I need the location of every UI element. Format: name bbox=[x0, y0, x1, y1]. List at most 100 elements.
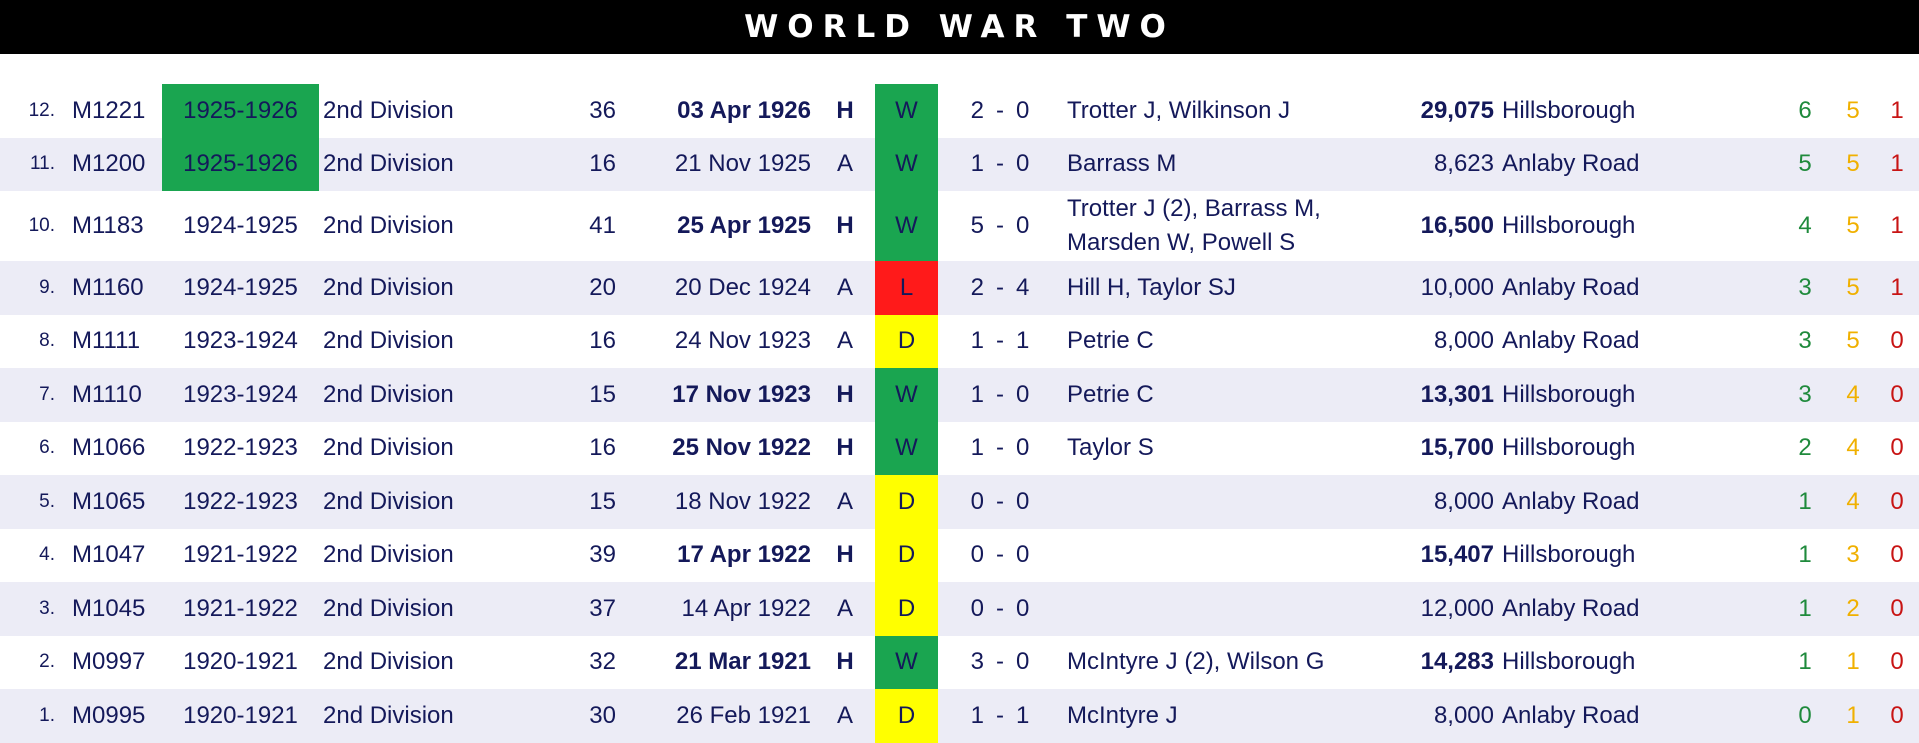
table-row: 8. M1111 1923-1924 2nd Division 16 24 Nov 192… bbox=[0, 314, 1919, 369]
league-position: 37 bbox=[589, 594, 616, 622]
away-goals: 0 bbox=[1016, 541, 1030, 569]
wins-count: 6 bbox=[1798, 96, 1812, 124]
season: 1921-1922 bbox=[183, 541, 298, 569]
venue: Hillsborough bbox=[1502, 212, 1636, 239]
row-number: 9. bbox=[39, 276, 55, 298]
home-goals: 1 bbox=[970, 701, 984, 729]
goal-scorers: Hill H, Taylor SJ bbox=[1067, 273, 1236, 301]
score-separator: - bbox=[996, 327, 1004, 355]
score-separator: - bbox=[996, 648, 1004, 676]
home-goals: 0 bbox=[970, 487, 984, 515]
row-number: 3. bbox=[39, 597, 55, 619]
result-badge: D bbox=[875, 689, 938, 743]
header-banner: WORLD WAR TWO bbox=[0, 0, 1919, 54]
home-away: A bbox=[836, 327, 853, 355]
match-id: M1183 bbox=[72, 212, 144, 239]
score: 1-0 bbox=[960, 368, 1040, 422]
league-position: 41 bbox=[589, 212, 616, 239]
attendance: 15,407 bbox=[1420, 541, 1494, 569]
wins-count: 0 bbox=[1798, 701, 1812, 729]
attendance: 14,283 bbox=[1420, 648, 1494, 676]
venue: Anlaby Road bbox=[1502, 273, 1640, 301]
league-position: 30 bbox=[589, 701, 616, 729]
result-badge: W bbox=[875, 421, 938, 475]
attendance: 12,000 bbox=[1420, 594, 1494, 622]
division: 2nd Division bbox=[323, 96, 454, 124]
draws-count: 5 bbox=[1846, 327, 1860, 355]
away-goals: 0 bbox=[1016, 434, 1030, 462]
home-away: A bbox=[836, 150, 853, 178]
match-id: M1111 bbox=[72, 327, 141, 355]
attendance: 8,000 bbox=[1433, 701, 1494, 729]
division: 2nd Division bbox=[323, 380, 454, 408]
score: 1-1 bbox=[960, 315, 1040, 369]
table-row: 6. M1066 1922-1923 2nd Division 16 25 Nov 192… bbox=[0, 421, 1919, 475]
draws-count: 4 bbox=[1846, 434, 1860, 462]
home-away: H bbox=[836, 434, 854, 462]
row-number: 6. bbox=[39, 437, 55, 459]
losses-count: 0 bbox=[1890, 594, 1904, 622]
score: 0-0 bbox=[960, 475, 1040, 529]
result-badge: D bbox=[875, 582, 938, 636]
losses-count: 0 bbox=[1890, 701, 1904, 729]
division: 2nd Division bbox=[323, 487, 454, 515]
venue: Anlaby Road bbox=[1502, 701, 1640, 729]
result-badge: W bbox=[875, 84, 938, 138]
losses-count: 1 bbox=[1890, 150, 1904, 178]
attendance: 13,301 bbox=[1420, 380, 1494, 408]
results-table: 12. M1221 1925-1926 2nd Division 36 03 Apr 19… bbox=[0, 84, 1919, 743]
away-goals: 1 bbox=[1016, 701, 1030, 729]
result-badge: W bbox=[875, 368, 938, 422]
home-away: H bbox=[836, 212, 854, 239]
away-goals: 0 bbox=[1016, 212, 1030, 239]
match-date: 18 Nov 1922 bbox=[674, 487, 811, 515]
table-row: 1. M0995 1920-1921 2nd Division 30 26 Feb 192… bbox=[0, 689, 1919, 743]
table-row: 2. M0997 1920-1921 2nd Division 32 21 Mar 192… bbox=[0, 635, 1919, 690]
division: 2nd Division bbox=[323, 434, 454, 462]
score: 3-0 bbox=[960, 636, 1040, 690]
division: 2nd Division bbox=[323, 701, 454, 729]
division: 2nd Division bbox=[323, 541, 454, 569]
score: 5-0 bbox=[960, 191, 1040, 261]
row-number: 11. bbox=[29, 153, 55, 175]
table-row: 9. M1160 1924-1925 2nd Division 20 20 Dec 192… bbox=[0, 261, 1919, 315]
goal-scorers bbox=[1067, 582, 1397, 636]
match-id: M1065 bbox=[72, 487, 146, 515]
home-away: A bbox=[836, 701, 853, 729]
match-date: 21 Mar 1921 bbox=[674, 648, 811, 676]
score: 0-0 bbox=[960, 582, 1040, 636]
result-badge: D bbox=[875, 528, 938, 582]
home-goals: 5 bbox=[970, 212, 984, 239]
match-id: M1160 bbox=[72, 273, 144, 301]
wins-count: 1 bbox=[1798, 541, 1812, 569]
row-number: 12. bbox=[28, 99, 55, 121]
table-row: 4. M1047 1921-1922 2nd Division 39 17 Apr 192… bbox=[0, 528, 1919, 583]
home-goals: 0 bbox=[970, 594, 984, 622]
home-goals: 1 bbox=[970, 327, 984, 355]
match-id: M0997 bbox=[72, 648, 146, 676]
home-away: H bbox=[836, 541, 854, 569]
score-separator: - bbox=[996, 434, 1004, 462]
match-date: 17 Apr 1922 bbox=[677, 541, 811, 569]
draws-count: 5 bbox=[1846, 150, 1860, 178]
league-position: 16 bbox=[589, 327, 616, 355]
table-row: 10. M1183 1924-1925 2nd Division 41 25 Apr 19… bbox=[0, 191, 1919, 261]
league-position: 16 bbox=[589, 434, 616, 462]
venue: Hillsborough bbox=[1502, 648, 1636, 676]
match-date: 17 Nov 1923 bbox=[672, 380, 811, 408]
attendance: 8,623 bbox=[1433, 150, 1494, 178]
match-id: M1066 bbox=[72, 434, 146, 462]
result-badge: L bbox=[875, 261, 938, 315]
home-goals: 1 bbox=[970, 434, 984, 462]
attendance: 10,000 bbox=[1420, 273, 1494, 301]
score: 2-0 bbox=[960, 84, 1040, 138]
wins-count: 1 bbox=[1798, 487, 1812, 515]
goal-scorers bbox=[1067, 529, 1397, 583]
match-id: M1200 bbox=[72, 150, 146, 178]
away-goals: 0 bbox=[1016, 648, 1030, 676]
home-away: H bbox=[836, 380, 854, 408]
division: 2nd Division bbox=[323, 150, 454, 178]
home-away: A bbox=[836, 487, 853, 515]
score-separator: - bbox=[996, 212, 1004, 239]
wins-count: 5 bbox=[1798, 150, 1812, 178]
